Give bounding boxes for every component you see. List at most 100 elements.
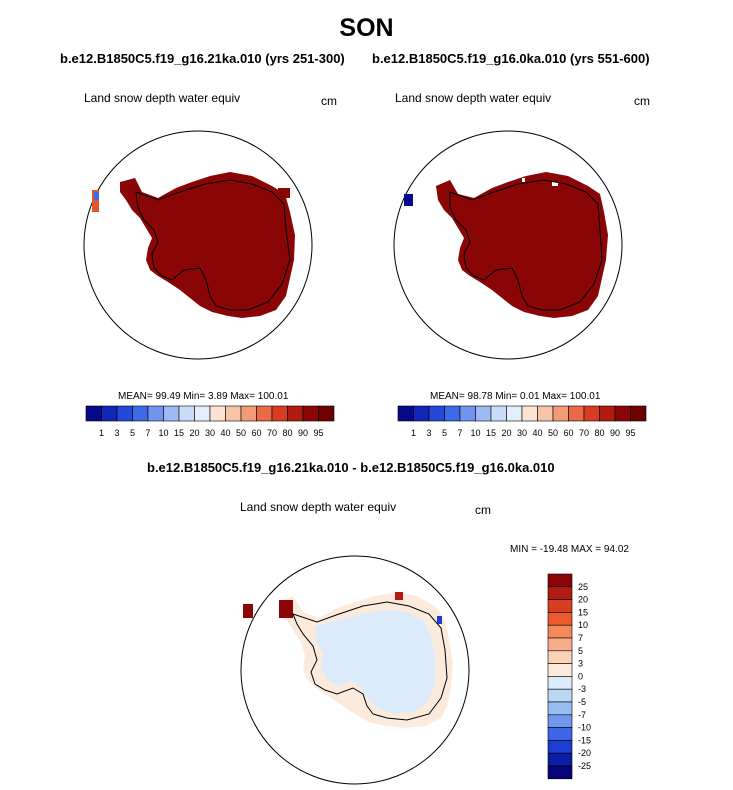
colorbar-tick-label: 7 [145,428,150,438]
colorbar-tick-label: 20 [578,595,588,605]
colorbar-swatch [547,599,573,613]
left-case-title: b.e12.B1850C5.f19_g16.21ka.010 (yrs 251-… [60,51,345,66]
left-unit-label: cm [321,94,337,108]
colorbar-swatch [271,405,288,422]
colorbar-tick-label: 10 [158,428,168,438]
right-colorbar: 1 3 5 7 10 15 20 30 40 50 60 70 80 90 95 [397,405,647,438]
difference-colorbar: 25 20 15 10 7 5 3 0 -3 -5 -7 -10 -15 -20 -25 [547,573,591,780]
difference-variable-label: Land snow depth water equiv [240,500,397,514]
colorbar-swatch [101,405,118,422]
colorbar-tick-label: 90 [298,428,308,438]
colorbar-tick-label: 10 [578,620,588,630]
colorbar-tick-label: 5 [130,428,135,438]
figure-title: SON [339,14,394,42]
colorbar-tick-label: 80 [282,428,292,438]
left-colorbar: 1 3 5 7 10 15 20 30 40 50 60 70 80 90 95 [85,405,335,438]
colorbar-tick-label: 60 [251,428,261,438]
colorbar-tick-label: 15 [174,428,184,438]
colorbar-swatch [444,405,461,422]
colorbar-swatch [537,405,554,422]
colorbar-swatch [547,650,573,664]
colorbar-swatch [132,405,149,422]
colorbar-swatch [428,405,445,422]
colorbar-swatch [547,765,573,780]
colorbar-swatch [568,405,585,422]
colorbar-swatch [178,405,195,422]
colorbar-tick-label: -25 [578,761,591,771]
colorbar-tick-label: 20 [189,428,199,438]
colorbar-swatch [547,701,573,716]
colorbar-tick-label: -7 [578,710,586,720]
colorbar-swatch [490,405,507,422]
colorbar-swatch [413,405,430,422]
colorbar-swatch [547,714,573,728]
right-stats: MEAN= 98.78 Min= 0.01 Max= 100.01 [430,391,601,402]
colorbar-swatch [547,752,573,767]
colorbar-tick-label: 3 [578,659,583,669]
colorbar-swatch [547,740,573,754]
colorbar-swatch [287,405,304,422]
left-variable-label: Land snow depth water equiv [84,91,241,105]
left-stats: MEAN= 99.49 Min= 3.89 Max= 100.01 [118,391,289,402]
colorbar-swatch [209,405,226,422]
colorbar-tick-label: 5 [578,646,583,656]
colorbar-tick-label: -20 [578,748,591,758]
colorbar-swatch [547,637,573,652]
colorbar-tick-label: 60 [563,428,573,438]
right-case-title: b.e12.B1850C5.f19_g16.0ka.010 (yrs 551-6… [372,51,650,66]
colorbar-swatch [318,405,335,422]
colorbar-swatch [163,405,180,422]
right-antarctica-fill [404,172,608,318]
left-coastline [135,179,291,311]
right-coastline [449,179,603,311]
colorbar-swatch [85,405,102,422]
colorbar-swatch [547,727,573,741]
colorbar-swatch [459,405,476,422]
colorbar-tick-label: 5 [442,428,447,438]
colorbar-swatch [240,405,257,422]
colorbar-swatch [116,405,133,422]
colorbar-swatch [194,405,211,422]
colorbar-tick-label: -5 [578,697,586,707]
colorbar-tick-label: 0 [578,671,583,681]
colorbar-tick-label: 50 [236,428,246,438]
colorbar-swatch [225,405,242,422]
colorbar-tick-label: 3 [114,428,119,438]
colorbar-swatch [547,573,573,588]
colorbar-tick-label: -10 [578,723,591,733]
colorbar-tick-label: 15 [578,607,588,617]
difference-unit-label: cm [475,503,491,517]
colorbar-swatch [256,405,273,422]
colorbar-tick-label: 70 [267,428,277,438]
colorbar-tick-label: 1 [99,428,104,438]
right-unit-label: cm [634,94,650,108]
colorbar-tick-label: 95 [625,428,635,438]
colorbar-swatch [547,612,573,626]
colorbar-swatch [521,405,538,422]
colorbar-swatch [547,688,573,703]
difference-antarctica-fill [243,592,453,728]
colorbar-swatch [397,405,414,422]
colorbar-swatch [599,405,616,422]
difference-stats: MIN = -19.48 MAX = 94.02 [510,544,629,555]
colorbar-tick-label: 15 [486,428,496,438]
colorbar-tick-label: 40 [220,428,230,438]
colorbar-tick-label: 20 [501,428,511,438]
colorbar-tick-label: 25 [578,582,588,592]
colorbar-swatch [547,663,573,677]
colorbar-swatch [552,405,569,422]
colorbar-tick-label: 10 [470,428,480,438]
difference-title: b.e12.B1850C5.f19_g16.21ka.010 - b.e12.B… [147,460,555,475]
colorbar-tick-label: 95 [313,428,323,438]
colorbar-swatch [614,405,631,422]
colorbar-tick-label: 40 [532,428,542,438]
colorbar-tick-label: 3 [426,428,431,438]
colorbar-swatch [547,624,573,639]
colorbar-tick-label: 70 [579,428,589,438]
colorbar-swatch [547,676,573,690]
colorbar-swatch [475,405,492,422]
difference-map [240,555,470,785]
colorbar-tick-label: 80 [594,428,604,438]
colorbar-tick-label: -3 [578,684,586,694]
colorbar-tick-label: 1 [411,428,416,438]
